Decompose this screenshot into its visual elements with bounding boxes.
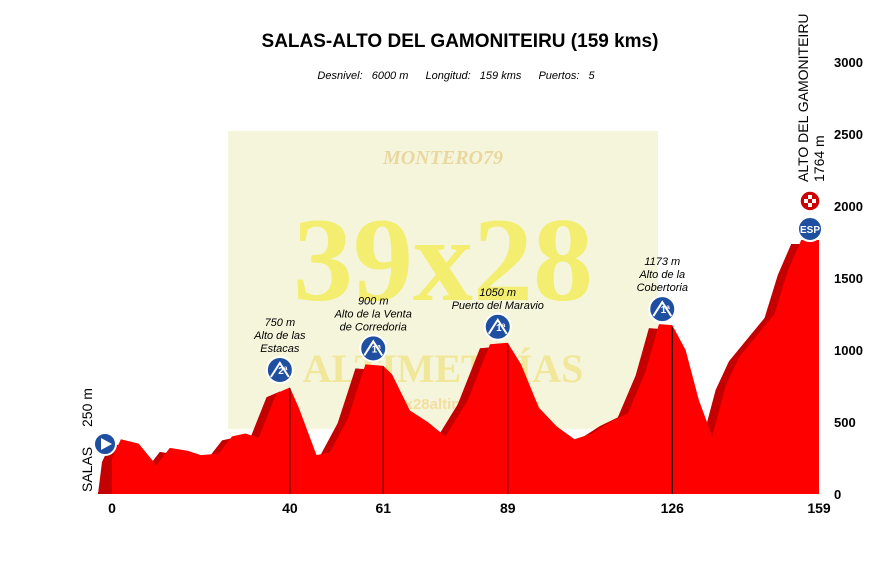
finish-name: ALTO DEL GAMONITEIRU xyxy=(795,13,811,182)
y-tick-label: 500 xyxy=(834,415,856,430)
finish-category-badge: ESP xyxy=(797,216,823,242)
finish-label: ALTO DEL GAMONITEIRU 1764 m ESP xyxy=(795,13,827,242)
stat-label-longitud: Longitud: xyxy=(425,70,470,82)
climb-altitude: 750 m xyxy=(265,317,296,329)
finish-altitude: 1764 m xyxy=(811,135,827,182)
profile-fill xyxy=(112,239,819,494)
drop-lines xyxy=(289,327,673,494)
watermark-mid-text: ALTIMETRÍAS xyxy=(303,346,584,391)
y-tick-label: 2500 xyxy=(834,127,863,142)
y-axis: 0 500 1000 1500 2000 2500 3000 xyxy=(834,55,863,502)
start-name: SALAS xyxy=(79,447,95,492)
climb-name: Estacas xyxy=(260,343,300,355)
climb-category-text: 1ª xyxy=(372,344,382,355)
start-icon xyxy=(93,432,117,456)
climb-name: Puerto del Maravio xyxy=(452,300,544,312)
climb-mountain-glyph xyxy=(652,300,673,317)
y-tick-label: 3000 xyxy=(834,55,863,70)
x-tick-label: 159 xyxy=(807,500,831,516)
stat-value-desnivel: 6000 m xyxy=(372,70,409,82)
stat-label-puertos: Puertos: xyxy=(538,70,579,82)
climb-name: Alto de la xyxy=(638,269,685,281)
climb-mountain-glyph xyxy=(363,339,384,356)
climb-name: Alto de la Venta xyxy=(334,308,412,320)
watermark: MONTERO79 39x28 ALTIMETRÍAS http://39x28… xyxy=(228,131,658,429)
y-tick-label: 2000 xyxy=(834,199,863,214)
climb-mountain-glyph xyxy=(487,317,508,335)
watermark-background xyxy=(228,131,658,429)
climb-category-icon xyxy=(483,312,512,341)
x-tick-label: 89 xyxy=(500,500,516,516)
climb-category-text: 1ª xyxy=(496,323,506,334)
climb-category-icon xyxy=(265,356,294,384)
start-play-glyph xyxy=(101,438,112,450)
chart-title: SALAS-ALTO DEL GAMONITEIRU (159 kms) xyxy=(262,31,659,52)
climb-name: Cobertoria xyxy=(637,282,688,294)
x-axis: 0 40 61 89 126 159 xyxy=(108,500,831,516)
watermark-big-text: 39x28 xyxy=(293,193,593,326)
climb-altitude: 1050 m xyxy=(479,287,516,299)
climb-category-text: 2ª xyxy=(278,366,288,377)
climb-category-text: 1ª xyxy=(661,305,671,316)
y-tick-label: 1000 xyxy=(834,343,863,358)
start-altitude: 250 m xyxy=(79,388,95,427)
x-tick-label: 0 xyxy=(108,500,116,516)
climb-mountain-glyph xyxy=(270,361,290,378)
climb-category-icon xyxy=(648,295,677,324)
stat-value-puertos: 5 xyxy=(588,70,595,82)
climb-altitude: 900 m xyxy=(358,295,389,307)
stat-value-longitud: 159 kms xyxy=(480,70,522,82)
climb-category-icon xyxy=(359,334,388,363)
profile-base xyxy=(98,492,112,494)
finish-flag-icon xyxy=(799,190,821,212)
x-tick-label: 61 xyxy=(375,500,391,516)
watermark-top-text: MONTERO79 xyxy=(382,147,503,169)
x-tick-label: 40 xyxy=(282,500,298,516)
finish-category-text: ESP xyxy=(800,225,820,236)
x-tick-label: 126 xyxy=(661,500,685,516)
y-tick-label: 1500 xyxy=(834,271,863,286)
climb-name: Alto de las xyxy=(253,330,306,342)
chart-stats: Desnivel: 6000 m Longitud: 159 kms Puert… xyxy=(317,70,595,82)
profile-area xyxy=(98,239,819,494)
climb-altitude: 1173 m xyxy=(644,256,680,268)
start-label: SALAS 250 m xyxy=(79,388,117,492)
stat-label-desnivel: Desnivel: xyxy=(317,70,362,82)
y-tick-label: 0 xyxy=(834,487,841,502)
climb-name: de Corredoria xyxy=(340,321,407,333)
